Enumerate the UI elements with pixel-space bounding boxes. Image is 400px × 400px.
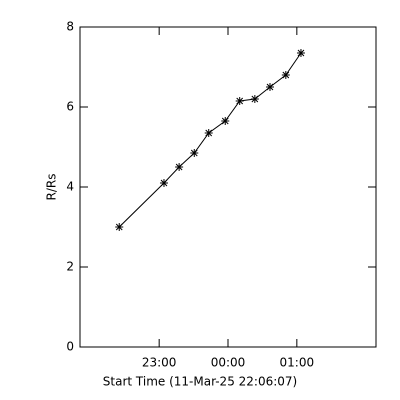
y-tick-label: 4	[66, 180, 74, 194]
data-point	[250, 95, 259, 103]
y-tick-label: 6	[66, 100, 74, 114]
data-point	[281, 71, 290, 79]
data-line	[118, 52, 302, 228]
y-tick-label: 0	[66, 340, 74, 354]
data-point	[265, 83, 274, 91]
x-axis-label: Start Time (11-Mar-25 22:06:07)	[103, 375, 297, 389]
y-tick-label: 8	[66, 20, 74, 34]
y-tick-label: 2	[66, 260, 74, 274]
data-point	[204, 129, 213, 137]
data-point	[159, 179, 168, 187]
x-tick-label: 00:00	[211, 356, 246, 370]
data-point	[296, 49, 305, 57]
x-tick-label: 01:00	[280, 356, 315, 370]
y-axis-label: R/Rs	[45, 174, 59, 201]
data-point	[190, 149, 199, 157]
data-point	[221, 117, 230, 125]
x-tick-label: 23:00	[142, 356, 177, 370]
plot-frame	[79, 26, 377, 348]
data-point	[235, 97, 244, 105]
data-point	[175, 163, 184, 171]
data-point	[115, 223, 124, 231]
